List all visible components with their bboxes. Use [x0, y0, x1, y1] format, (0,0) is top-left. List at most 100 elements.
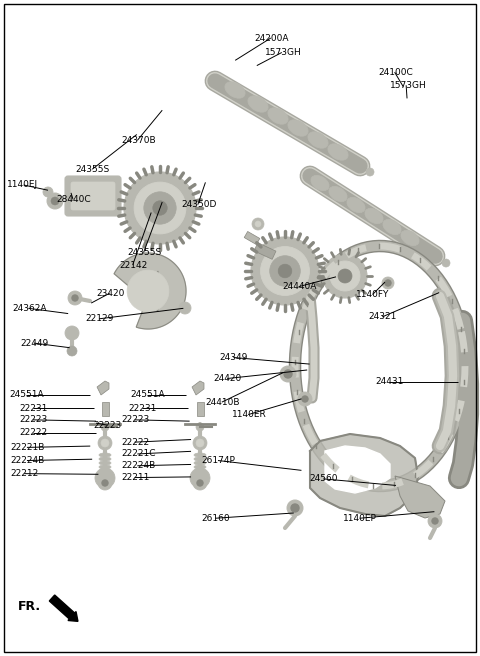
Circle shape: [43, 187, 53, 197]
Ellipse shape: [248, 96, 268, 112]
Ellipse shape: [194, 465, 206, 469]
Circle shape: [72, 295, 78, 301]
Ellipse shape: [194, 469, 206, 473]
Text: 1140ER: 1140ER: [232, 410, 266, 419]
Ellipse shape: [311, 175, 329, 191]
Polygon shape: [97, 381, 109, 395]
Text: 22223: 22223: [121, 415, 149, 424]
Circle shape: [124, 172, 196, 244]
Circle shape: [261, 247, 310, 295]
Text: 1140FY: 1140FY: [356, 290, 390, 299]
Text: 1140EP: 1140EP: [343, 514, 377, 523]
Circle shape: [144, 192, 176, 224]
Circle shape: [51, 197, 59, 205]
Text: 23420: 23420: [96, 289, 124, 298]
Circle shape: [280, 366, 296, 382]
Text: 24100C: 24100C: [378, 68, 413, 77]
Polygon shape: [254, 243, 276, 259]
Text: FR.: FR.: [18, 600, 41, 613]
Ellipse shape: [288, 120, 308, 136]
Text: 24560: 24560: [310, 474, 338, 483]
Ellipse shape: [99, 453, 111, 457]
Text: 24355S: 24355S: [76, 165, 110, 174]
Text: 24551A: 24551A: [131, 390, 165, 400]
Circle shape: [251, 237, 319, 305]
Text: 22142: 22142: [119, 260, 147, 270]
Text: 22222: 22222: [19, 428, 48, 438]
Circle shape: [197, 480, 203, 486]
Circle shape: [196, 423, 204, 431]
Polygon shape: [209, 78, 366, 169]
Text: 22223: 22223: [19, 415, 48, 424]
Circle shape: [291, 504, 299, 512]
Circle shape: [98, 476, 112, 490]
Text: 22221C: 22221C: [121, 449, 156, 459]
Text: 22231: 22231: [19, 403, 48, 413]
Ellipse shape: [225, 82, 245, 98]
Ellipse shape: [442, 259, 450, 267]
Circle shape: [385, 280, 391, 286]
Circle shape: [330, 261, 360, 291]
Text: 24410B: 24410B: [205, 398, 240, 407]
Circle shape: [101, 423, 109, 431]
Circle shape: [382, 277, 394, 289]
Circle shape: [193, 436, 207, 450]
Circle shape: [101, 439, 109, 447]
Ellipse shape: [328, 144, 348, 160]
Circle shape: [127, 270, 169, 312]
Circle shape: [278, 264, 292, 277]
Text: 24370B: 24370B: [121, 136, 156, 145]
Circle shape: [428, 514, 442, 528]
Text: 22224B: 22224B: [11, 456, 45, 465]
Polygon shape: [196, 402, 204, 416]
Circle shape: [67, 346, 77, 356]
Ellipse shape: [365, 209, 383, 224]
Polygon shape: [325, 446, 390, 493]
Text: 1573GH: 1573GH: [390, 81, 427, 90]
FancyArrow shape: [49, 595, 78, 621]
Ellipse shape: [194, 461, 206, 465]
Ellipse shape: [366, 168, 374, 176]
Text: 26160: 26160: [202, 514, 230, 523]
Circle shape: [193, 476, 207, 490]
Ellipse shape: [347, 197, 365, 213]
Circle shape: [196, 439, 204, 447]
Text: 28440C: 28440C: [57, 195, 91, 204]
Ellipse shape: [401, 230, 419, 246]
Circle shape: [47, 193, 63, 209]
Ellipse shape: [99, 469, 111, 473]
Circle shape: [98, 436, 112, 450]
Text: 22212: 22212: [11, 469, 39, 478]
Text: 24420: 24420: [214, 374, 242, 383]
Ellipse shape: [99, 461, 111, 465]
Circle shape: [134, 182, 186, 234]
FancyBboxPatch shape: [65, 176, 121, 216]
Text: 24440A: 24440A: [282, 282, 317, 291]
Circle shape: [255, 221, 261, 227]
Text: 24200A: 24200A: [254, 33, 289, 43]
Text: 24349: 24349: [220, 353, 248, 362]
Text: 24431: 24431: [375, 377, 404, 386]
Circle shape: [302, 396, 308, 402]
Text: 26174P: 26174P: [202, 456, 236, 465]
Ellipse shape: [430, 251, 442, 263]
Circle shape: [338, 269, 352, 283]
Ellipse shape: [268, 108, 288, 124]
Text: 22211: 22211: [121, 473, 149, 482]
Ellipse shape: [383, 219, 401, 235]
Ellipse shape: [99, 465, 111, 469]
Circle shape: [190, 468, 210, 488]
Circle shape: [95, 468, 115, 488]
Circle shape: [179, 302, 191, 314]
Circle shape: [298, 392, 312, 406]
Polygon shape: [310, 434, 418, 516]
Polygon shape: [244, 232, 260, 245]
Ellipse shape: [308, 132, 328, 148]
Circle shape: [323, 254, 367, 298]
Polygon shape: [101, 402, 108, 416]
Text: 22223: 22223: [94, 420, 122, 430]
Text: 24551A: 24551A: [10, 390, 44, 400]
Circle shape: [102, 480, 108, 486]
Circle shape: [153, 201, 167, 215]
Ellipse shape: [194, 453, 206, 457]
